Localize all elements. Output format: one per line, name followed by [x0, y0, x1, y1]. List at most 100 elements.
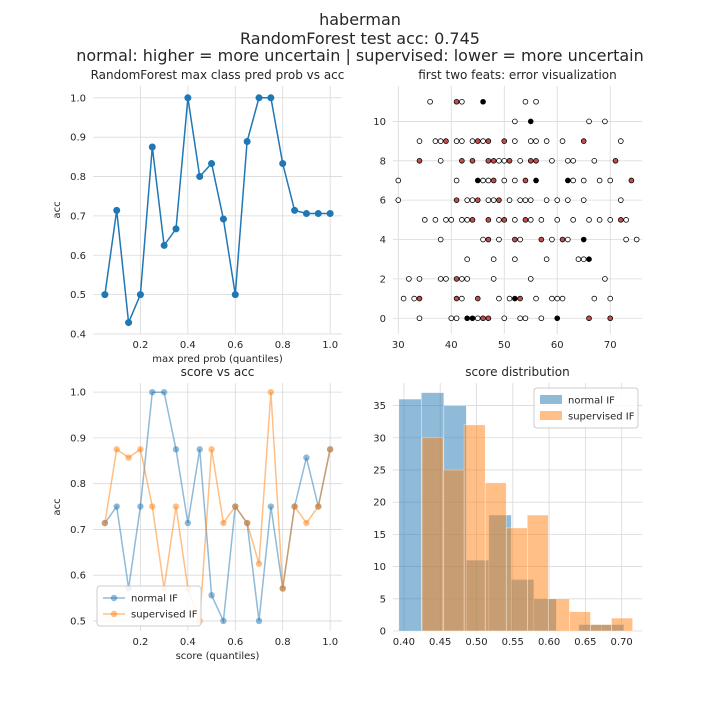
- scatter-point: [618, 217, 624, 223]
- scatter-point: [580, 256, 587, 263]
- scatter-point: [623, 236, 629, 243]
- scatter-point: [554, 315, 561, 322]
- scatter-point: [416, 295, 423, 302]
- scatter-point: [437, 236, 444, 243]
- scatter-point: [459, 276, 465, 282]
- legend-label: supervised IF: [131, 610, 198, 621]
- scatter-point: [432, 138, 439, 144]
- data-point: [125, 319, 133, 327]
- histogram-bar: [527, 514, 549, 632]
- legend-label: supervised IF: [568, 412, 635, 423]
- data-point: [136, 291, 144, 299]
- scatter-point: [565, 236, 571, 243]
- scatter-point: [469, 197, 476, 203]
- scatter-point: [474, 138, 481, 144]
- y-tick-label: 0.5: [70, 616, 86, 627]
- data-point: [255, 560, 263, 567]
- data-point: [267, 503, 275, 510]
- scatter-point: [538, 315, 545, 322]
- y-tick-label: 4: [380, 235, 386, 246]
- data-point: [208, 446, 215, 453]
- x-tick-label: 0.8: [275, 340, 291, 351]
- x-tick-label: 0.2: [132, 637, 148, 648]
- scatter-point: [416, 138, 423, 144]
- scatter-point: [527, 276, 534, 282]
- scatter-point: [512, 295, 518, 302]
- scatter-point: [464, 197, 470, 203]
- x-tick-label: 0.2: [132, 340, 148, 351]
- scatter-point: [591, 295, 598, 302]
- scatter-point: [533, 295, 539, 302]
- y-tick-label: 0.7: [70, 211, 86, 222]
- scatter-point: [448, 315, 455, 322]
- scatter-point: [490, 276, 497, 282]
- scatter-point: [522, 217, 529, 223]
- data-point: [172, 446, 180, 453]
- scatter-point: [575, 256, 582, 263]
- y-tick-label: 10: [373, 562, 386, 573]
- scatter-point: [464, 256, 470, 263]
- scatter-point: [586, 118, 592, 125]
- scatter-point: [565, 197, 571, 203]
- scatter-point: [453, 295, 460, 302]
- scatter-point: [469, 138, 476, 144]
- scatter-point: [538, 236, 545, 243]
- data-point: [137, 503, 144, 510]
- legend: normal IF supervised IF: [96, 585, 202, 627]
- data-point: [291, 206, 299, 214]
- scatter-point: [554, 217, 561, 223]
- legend-swatch-marker: [110, 594, 118, 602]
- scatter-point: [432, 217, 439, 223]
- scatter-point: [517, 157, 523, 164]
- scatter-point: [554, 197, 561, 203]
- x-tick-label: 0.40: [393, 637, 415, 648]
- histogram-bar: [463, 424, 486, 632]
- scatter-point: [512, 138, 518, 144]
- data-point: [231, 291, 239, 299]
- scatter-point: [559, 236, 566, 243]
- y-tick-label: 10: [373, 117, 386, 128]
- scatter-point: [459, 138, 465, 144]
- chart-title: score vs acc: [181, 365, 255, 379]
- scatter-point: [517, 236, 523, 243]
- data-point: [220, 617, 227, 625]
- scatter-point: [517, 197, 523, 203]
- scatter-point: [490, 177, 497, 184]
- scatter-point: [538, 217, 545, 223]
- legend-swatch: [540, 411, 562, 420]
- scatter-point: [527, 138, 534, 144]
- scatter-point: [607, 295, 614, 302]
- data-point: [113, 446, 120, 453]
- scatter-point: [395, 197, 402, 203]
- scatter-point: [459, 98, 465, 105]
- y-tick-label: 0: [380, 314, 386, 325]
- data-point: [160, 388, 168, 396]
- x-tick-label: 1.0: [322, 637, 338, 648]
- data-point: [101, 291, 109, 299]
- scatter-point: [527, 157, 534, 164]
- data-point: [302, 210, 310, 218]
- data-point: [267, 388, 275, 396]
- data-point: [267, 94, 275, 102]
- scatter-point: [512, 177, 518, 184]
- chart-title: score distribution: [465, 365, 569, 379]
- scatter-point: [485, 177, 492, 184]
- data-point: [137, 446, 144, 453]
- scatter-point: [618, 197, 624, 203]
- scatter-point: [512, 236, 518, 243]
- scatter-point: [469, 157, 476, 164]
- x-tick-label: 0.4: [180, 340, 196, 351]
- scatter-point: [459, 217, 465, 223]
- scatter-point: [416, 276, 423, 282]
- chart-title: RandomForest max class pred prob vs acc: [91, 68, 345, 82]
- scatter-point: [443, 138, 449, 144]
- y-tick-label: 0.5: [70, 290, 86, 301]
- scatter-point: [559, 138, 566, 144]
- scatter-point: [421, 217, 428, 223]
- scatter-point: [485, 138, 492, 144]
- y-tick-label: 0.4: [70, 330, 86, 341]
- scatter-point: [459, 157, 465, 164]
- y-tick-label: 0.6: [70, 251, 86, 262]
- y-tick-label: 0.9: [70, 133, 86, 144]
- scatter-point: [533, 177, 539, 184]
